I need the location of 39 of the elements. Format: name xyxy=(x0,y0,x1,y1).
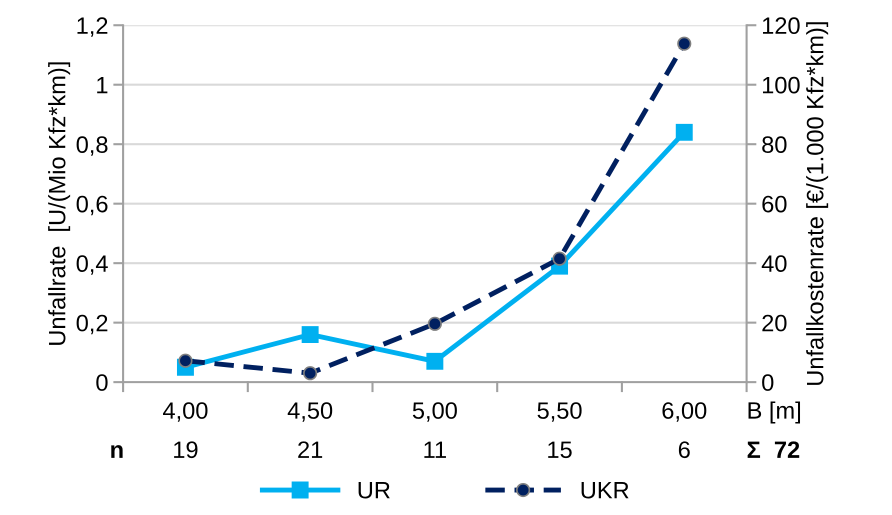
y-tick-label: 1,2 xyxy=(77,17,108,37)
point xyxy=(676,124,693,141)
point xyxy=(426,352,444,370)
text: 21 xyxy=(298,441,322,458)
text: 19 xyxy=(174,441,198,458)
point xyxy=(428,316,442,331)
y2-tick-label: 60 xyxy=(762,196,787,212)
text: Σ 72 xyxy=(748,441,800,458)
y2-tick-label: 120 xyxy=(762,17,800,34)
x-tick-label: 4,00 xyxy=(163,402,208,422)
y2-axis-title: Unfallkostenrate [€/(1.000 Kfz*km)] xyxy=(806,22,828,385)
text: 11 xyxy=(424,442,446,458)
x-axis-title: B [m] xyxy=(748,401,800,424)
point xyxy=(552,252,567,266)
point xyxy=(302,326,319,344)
y2-tick-label: 40 xyxy=(762,255,787,272)
y-tick-label: 0,2 xyxy=(76,314,108,334)
y2-tick-label: 80 xyxy=(762,136,787,153)
y-tick-label: 1 xyxy=(97,77,108,94)
y-tick-label: 0,8 xyxy=(76,136,108,156)
point xyxy=(178,354,193,368)
point xyxy=(677,36,692,51)
y2-tick-label: 100 xyxy=(762,76,800,94)
y-tick-label: 0 xyxy=(96,374,108,391)
x-tick-label: 5,50 xyxy=(538,402,582,422)
y2-tick-label: 0 xyxy=(762,374,774,391)
legend-label: UR xyxy=(358,482,390,499)
text: n xyxy=(111,445,123,458)
y-tick-label: 0,4 xyxy=(76,255,108,275)
x-tick-label: 5,00 xyxy=(412,402,457,422)
y-tick-label: 0,6 xyxy=(76,196,108,216)
x-tick-label: 4,50 xyxy=(288,402,332,422)
legend-label: UKR xyxy=(582,482,629,499)
text: 6 xyxy=(678,441,690,458)
text: 15 xyxy=(548,442,572,458)
y2-tick-label: 20 xyxy=(762,314,787,332)
point xyxy=(303,366,318,380)
y-axis-title: Unfallrate [U/(Mio Kfz*km)] xyxy=(48,62,70,345)
x-tick-label: 6,00 xyxy=(662,402,706,422)
